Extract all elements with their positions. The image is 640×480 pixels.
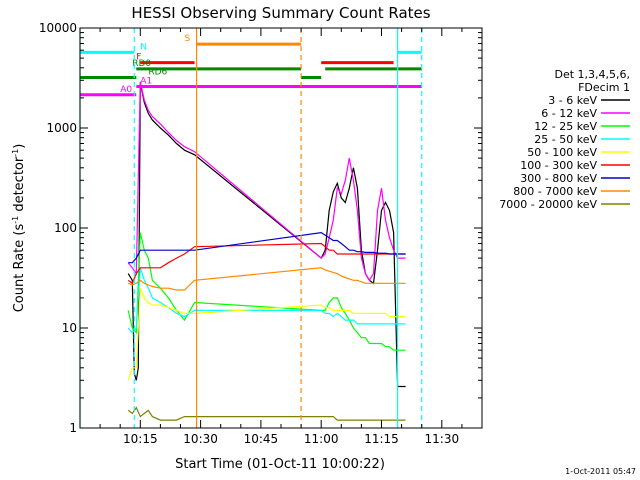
x-tick-label: 10:45 bbox=[244, 432, 279, 446]
flag-label-f: F bbox=[136, 53, 141, 63]
series-line-6 bbox=[128, 231, 406, 264]
flag-label-rd6: RD6 bbox=[148, 67, 167, 77]
y-tick-label: 1 bbox=[69, 421, 77, 435]
legend-header: FDecim 1 bbox=[578, 81, 630, 94]
y-tick-label: 10 bbox=[62, 321, 77, 335]
y-axis-label: Count Rate (s-1 detector-1) bbox=[11, 144, 27, 313]
flag-label-a0: A0 bbox=[120, 85, 132, 95]
y-tick-label: 10000 bbox=[39, 21, 77, 35]
legend-label-5: 100 - 300 keV bbox=[520, 159, 597, 172]
legend-label-1: 6 - 12 keV bbox=[541, 107, 597, 120]
x-tick-label: 11:30 bbox=[425, 432, 460, 446]
legend-header: Det 1,3,4,5,6, bbox=[554, 68, 630, 81]
legend-label-0: 3 - 6 keV bbox=[548, 94, 597, 107]
x-tick-label: 11:15 bbox=[364, 432, 399, 446]
flag-label-rd0: RD0 bbox=[132, 59, 151, 69]
y-tick-label: 100 bbox=[54, 221, 77, 235]
x-axis: 10:15 10:30 10:45 11:00 11:15 11:30 bbox=[99, 28, 463, 446]
series-line-1 bbox=[127, 81, 406, 282]
x-tick-label: 11:00 bbox=[304, 432, 339, 446]
legend-label-7: 800 - 7000 keV bbox=[513, 185, 597, 198]
footer-timestamp: 1-Oct-2011 05:47 bbox=[565, 467, 636, 476]
series-line-3 bbox=[127, 267, 406, 334]
flag-label-n: N bbox=[140, 42, 147, 52]
legend-label-8: 7000 - 20000 keV bbox=[499, 198, 597, 211]
legend-label-2: 12 - 25 keV bbox=[534, 120, 597, 133]
flag-label-s: S bbox=[185, 34, 191, 44]
series-line-7 bbox=[127, 267, 406, 291]
chart-title: HESSI Observing Summary Count Rates bbox=[131, 4, 430, 22]
y-tick-label: 1000 bbox=[46, 121, 77, 135]
y-axis-label-sup: -1 bbox=[11, 216, 20, 224]
legend-label-3: 25 - 50 keV bbox=[534, 133, 597, 146]
y-axis-label-mid: detector bbox=[12, 156, 27, 216]
series-line-5 bbox=[127, 242, 406, 285]
series-line-2 bbox=[127, 232, 406, 351]
x-tick-label: 10:30 bbox=[183, 432, 218, 446]
x-tick-label: 10:15 bbox=[123, 432, 158, 446]
y-axis-label-sup2: -1 bbox=[11, 149, 20, 157]
series-line-4 bbox=[127, 287, 406, 381]
flag-label-a1: A1 bbox=[140, 77, 152, 87]
legend-label-4: 50 - 100 keV bbox=[527, 146, 597, 159]
x-axis-label: Start Time (01-Oct-11 10:00:22) bbox=[175, 457, 385, 472]
y-axis-label-end: ) bbox=[12, 144, 27, 149]
series-line-0 bbox=[127, 83, 406, 388]
y-axis: 1 10 100 1000 10000 bbox=[39, 21, 482, 435]
series-line-8 bbox=[127, 406, 406, 421]
legend-label-6: 300 - 800 keV bbox=[520, 172, 597, 185]
data-layer bbox=[127, 81, 406, 421]
y-axis-label-main: Count Rate (s bbox=[12, 224, 27, 313]
